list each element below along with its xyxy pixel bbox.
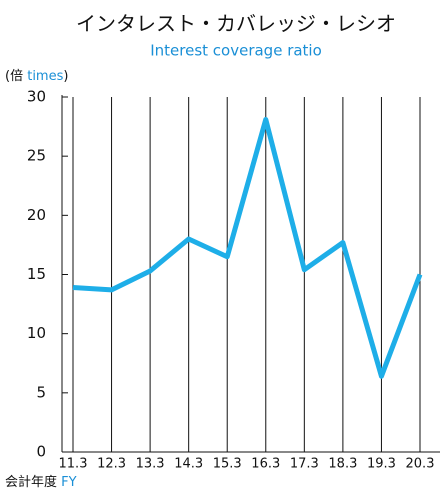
y-tick-label: 15 (27, 265, 46, 283)
y-label-en: times (27, 69, 63, 84)
x-label-ja: 会計年度 (5, 474, 57, 490)
y-tick-label: 30 (27, 88, 46, 106)
x-tick-label: 17.3 (290, 457, 319, 472)
series-line (72, 116, 423, 379)
x-tick-label: 19.3 (367, 457, 396, 472)
y-tick-label: 0 (36, 443, 46, 461)
x-tick-label: 12.3 (97, 457, 126, 472)
y-label-ja: (倍 (5, 69, 23, 84)
chart-title: インタレスト・カバレッジ・レシオ (76, 12, 396, 36)
x-label-en: FY (61, 475, 76, 490)
y-label-close: ) (63, 69, 68, 84)
x-tick-label: 15.3 (213, 457, 242, 472)
y-axis-label: (倍 times) (5, 69, 68, 84)
x-tick-label: 16.3 (251, 457, 280, 472)
y-tick-label: 20 (27, 206, 46, 224)
x-tick-label: 13.3 (136, 457, 165, 472)
x-tick-label: 20.3 (406, 457, 435, 472)
x-tick-label: 11.3 (59, 457, 88, 472)
x-tick-label: 18.3 (328, 457, 357, 472)
y-tick-label: 10 (27, 324, 46, 342)
x-tick-label: 14.3 (174, 457, 203, 472)
y-tick-label: 25 (27, 147, 46, 165)
x-axis-label: 会計年度 FY (5, 474, 77, 490)
chart-subtitle: Interest coverage ratio (150, 42, 322, 60)
y-tick-label: 5 (36, 383, 46, 401)
